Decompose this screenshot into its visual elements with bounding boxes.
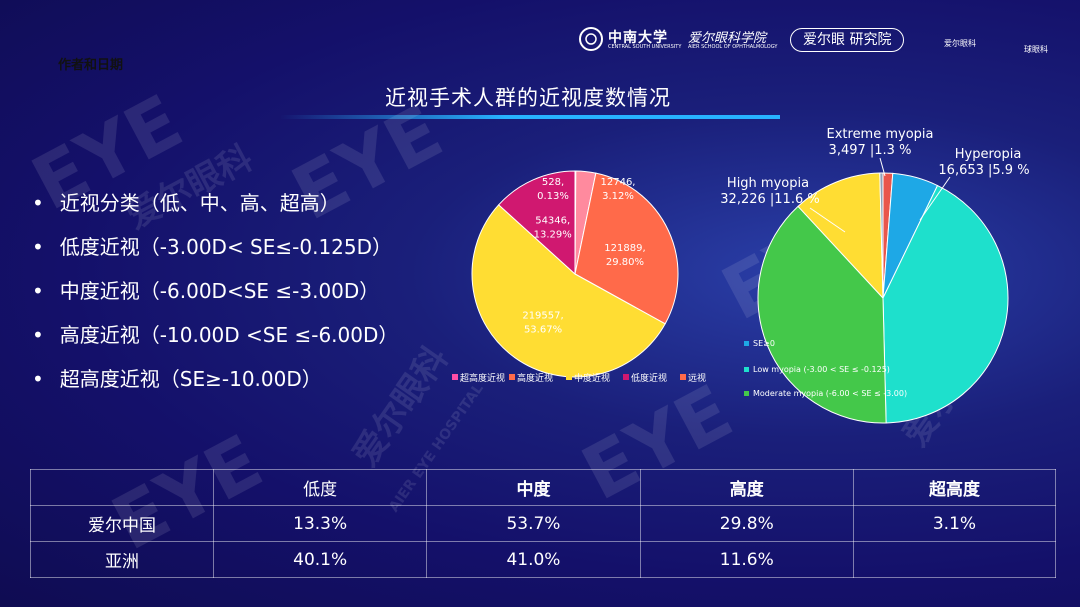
data-label: 29.80% (606, 257, 644, 268)
data-label: 3.12% (602, 191, 634, 202)
bullet-item: 高度近视（-10.00D <SE ≤-6.00D） (32, 318, 399, 362)
legend-label: Low myopia (-3.00 < SE ≤ -0.125) (753, 365, 890, 374)
legend-swatch (744, 391, 749, 396)
pie-slice (471, 204, 666, 378)
table-row-label: 爱尔中国 (30, 505, 214, 542)
bullet-item: 超高度近视（SE≥-10.00D） (32, 362, 398, 406)
pie-slice (879, 172, 884, 299)
table-cell: 13.3% (212, 505, 428, 542)
data-label: 13.29% (534, 230, 572, 241)
data-label: 121889, (604, 243, 645, 254)
table-row-label: 亚洲 (30, 541, 214, 578)
data-label: 219557, (522, 311, 563, 322)
school-name-en: AIER SCHOOL OF OPHTHALMOLOGY (688, 44, 778, 50)
small-logo-2: 球眼科 (1024, 45, 1048, 54)
legend-label: 高度近视 (517, 372, 553, 384)
data-label: Hyperopia (955, 147, 1022, 162)
pie-slice (757, 205, 887, 424)
data-label: Extreme myopia (827, 127, 934, 142)
data-label: 3,497 |1.3 % (829, 143, 912, 158)
legend-swatch (680, 374, 686, 380)
myopia-distribution-table: 低度 中度 高度 超高度 爱尔中国 13.3% 53.7% 29.8% 3.1%… (30, 469, 1057, 578)
university-name-en: CENTRAL SOUTH UNIVERSITY (608, 44, 682, 50)
table-cell: 41.0% (426, 541, 641, 578)
small-logo-1: 爱尔眼科 (944, 39, 976, 48)
institute-logo-box: 爱尔眼 研究院 (790, 28, 905, 52)
university-name: 中南大学 (608, 30, 668, 46)
legend-label: Moderate myopia (-6.00 < SE ≤ -3.00) (753, 389, 907, 398)
university-emblem-icon (579, 27, 603, 51)
data-label: 528, (542, 177, 564, 188)
legend-label: 超高度近视 (460, 372, 505, 384)
bullet-item: 低度近视（-3.00D< SE≤-0.125D） (32, 230, 398, 274)
legend-swatch (744, 367, 749, 372)
table-header-cell: 高度 (639, 469, 854, 506)
legend-label: 远视 (688, 372, 706, 384)
institute-label: 爱尔眼 研究院 (803, 32, 892, 48)
header-bar: 中南大学 CENTRAL SOUTH UNIVERSITY 爱尔眼科学院 AIE… (0, 0, 1080, 70)
table-cell: 29.8% (639, 505, 854, 542)
table-cell: 11.6% (639, 541, 854, 578)
bullet-item: 近视分类（低、中、高、超高） (32, 186, 398, 230)
page-title: 近视手术人群的近视度数情况 (385, 86, 671, 110)
table-header-cell (30, 469, 214, 506)
legend-label: 低度近视 (631, 372, 667, 384)
title-underline (280, 115, 780, 119)
table-row: 爱尔中国 13.3% 53.7% 29.8% 3.1% (30, 505, 1057, 542)
bullet-list: 近视分类（低、中、高、超高） 低度近视（-3.00D< SE≤-0.125D） … (32, 186, 399, 406)
legend-label: 中度近视 (574, 372, 610, 384)
data-label: 0.13% (537, 191, 569, 202)
pie-slice (574, 172, 679, 325)
table-cell (852, 541, 1057, 578)
data-label: High myopia (727, 176, 809, 191)
table-header-cell: 中度 (426, 469, 641, 506)
leader-line (919, 176, 951, 221)
table-header-cell: 低度 (212, 469, 428, 506)
data-label: 16,653 |5.9 % (938, 163, 1029, 178)
table-row: 亚洲 40.1% 41.0% 11.6% (30, 541, 1057, 578)
pie-slice (497, 170, 576, 276)
legend-swatch (452, 374, 458, 380)
data-label: 53.67% (524, 325, 562, 336)
leader-line (809, 207, 846, 233)
legend-swatch (509, 374, 515, 380)
data-label: 32,226 |11.6 % (720, 192, 819, 207)
table-cell: 40.1% (212, 541, 428, 578)
author-label: 作者和日期 (58, 58, 124, 73)
table-header-cell: 超高度 (852, 469, 1057, 506)
pie-slice (797, 172, 884, 300)
legend-swatch (566, 374, 572, 380)
table-cell: 3.1% (852, 505, 1057, 542)
bullet-item: 中度近视（-6.00D<SE ≤-3.00D） (32, 274, 398, 318)
legend-label: SE≥0 (753, 339, 775, 348)
table-cell: 53.7% (426, 505, 641, 542)
table-header-row: 低度 中度 高度 超高度 (30, 469, 1057, 506)
school-name: 爱尔眼科学院 (688, 31, 767, 46)
myopia-pie-chart-cn: 528, 0.13% 12746, 3.12% 121889, 29.80% 219557,… (452, 170, 706, 384)
leader-line (879, 157, 886, 177)
data-label: 54346, (535, 216, 570, 227)
data-label: 12746, (601, 177, 636, 188)
legend-swatch (623, 374, 629, 380)
pie-slice (882, 184, 1009, 424)
legend-swatch (744, 341, 749, 346)
